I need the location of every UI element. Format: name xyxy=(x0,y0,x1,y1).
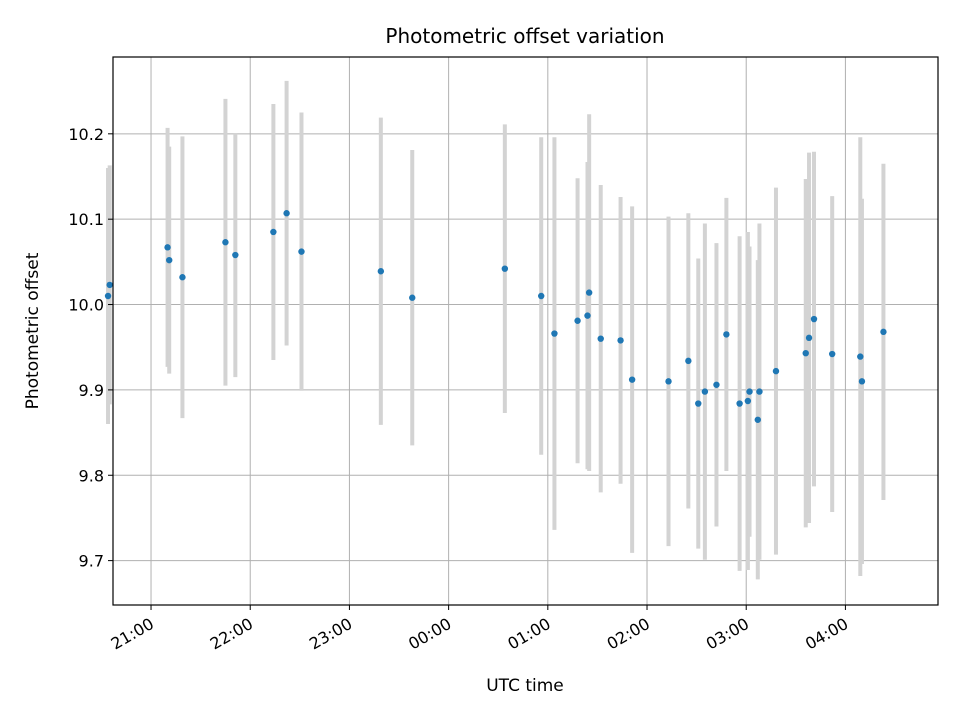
data-point xyxy=(756,388,763,395)
data-point xyxy=(695,400,702,407)
data-point xyxy=(501,265,509,272)
data-point xyxy=(166,256,173,264)
data-point xyxy=(685,357,692,365)
y-tick-label: 10.2 xyxy=(68,125,104,144)
data-point xyxy=(409,294,416,301)
data-point xyxy=(858,378,866,385)
data-point xyxy=(377,268,385,275)
chart-title: Photometric offset variation xyxy=(385,24,664,48)
data-point xyxy=(701,388,709,395)
y-tick-label: 9.7 xyxy=(79,552,104,571)
data-point xyxy=(283,210,290,217)
x-axis-label: UTC time xyxy=(486,676,564,696)
data-point xyxy=(628,376,636,383)
y-axis-label: Photometric offset xyxy=(23,252,43,409)
data-point xyxy=(828,350,836,358)
data-point xyxy=(810,315,818,323)
data-point xyxy=(104,292,112,300)
y-tick-label: 10.1 xyxy=(68,210,104,229)
data-point xyxy=(723,331,730,338)
data-point xyxy=(754,416,761,423)
data-point xyxy=(232,251,239,259)
data-points xyxy=(104,210,887,423)
data-point xyxy=(597,335,604,342)
data-point xyxy=(857,353,864,360)
data-point xyxy=(551,330,558,337)
data-point xyxy=(538,292,545,300)
data-point xyxy=(574,317,581,324)
data-point xyxy=(744,397,752,405)
data-point xyxy=(164,244,171,251)
data-point xyxy=(106,281,113,289)
y-axis-ticks: 9.7 9.8 9.9 10.0 10.1 10.2 xyxy=(68,125,113,571)
data-point xyxy=(805,334,813,342)
y-tick-label: 9.8 xyxy=(79,466,104,485)
data-point xyxy=(713,381,720,388)
data-point xyxy=(746,388,753,395)
data-point xyxy=(584,312,591,319)
data-point xyxy=(802,349,809,357)
plot-frame xyxy=(112,56,939,606)
data-point xyxy=(222,239,229,246)
y-tick-label: 10.0 xyxy=(68,296,104,315)
data-point xyxy=(772,367,780,375)
data-point xyxy=(585,289,593,296)
data-point xyxy=(736,400,743,407)
data-point xyxy=(617,337,624,344)
data-point xyxy=(179,274,186,281)
data-point xyxy=(665,378,672,385)
data-point xyxy=(270,228,277,236)
y-tick-label: 9.9 xyxy=(79,381,104,400)
data-point xyxy=(880,328,887,336)
data-point xyxy=(298,248,305,255)
